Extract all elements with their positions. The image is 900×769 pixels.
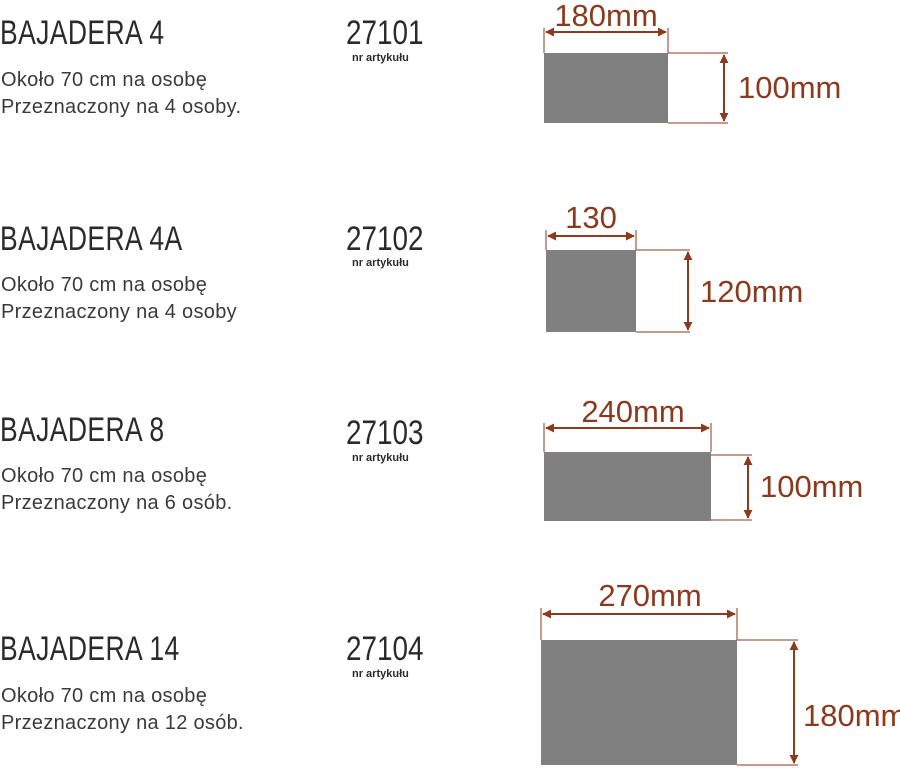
height-label: 120mm	[700, 274, 803, 309]
tray-box	[541, 640, 737, 765]
tray-box	[546, 250, 636, 332]
dimension-drawing-bajadera-14: 270mm 180mm	[540, 578, 900, 766]
product-description: Około 70 cm na osobę Przeznaczony na 6 o…	[1, 463, 232, 517]
article-number: 27101	[346, 14, 424, 52]
height-label: 180mm	[803, 698, 900, 733]
description-line-portion: Około 70 cm na osobę	[1, 685, 208, 707]
width-label: 180mm	[554, 0, 657, 33]
article-number: 27103	[346, 414, 424, 452]
description-line-capacity: Przeznaczony na 4 osoby.	[1, 96, 242, 118]
article-number-label: nr artykułu	[352, 668, 409, 680]
product-name: BAJADERA 4	[0, 14, 165, 52]
article-number: 27102	[346, 220, 424, 258]
product-description: Około 70 cm na osobę Przeznaczony na 4 o…	[1, 67, 241, 121]
description-line-capacity: Przeznaczony na 12 osób.	[1, 712, 244, 734]
dimension-drawing-bajadera-4a: 130 120mm	[545, 200, 803, 333]
dimension-drawing-bajadera-8: 240mm 100mm	[543, 394, 863, 521]
description-line-portion: Około 70 cm na osobę	[1, 465, 208, 487]
product-name: BAJADERA 14	[0, 630, 180, 668]
product-name: BAJADERA 8	[0, 411, 165, 449]
product-description: Około 70 cm na osobę Przeznaczony na 4 o…	[1, 272, 237, 326]
height-label: 100mm	[760, 469, 863, 504]
product-description: Około 70 cm na osobę Przeznaczony na 12 …	[1, 683, 244, 737]
dimension-drawing-bajadera-4: 180mm 100mm	[543, 0, 841, 124]
description-line-portion: Około 70 cm na osobę	[1, 69, 208, 91]
article-number: 27104	[346, 630, 424, 668]
product-name: BAJADERA 4A	[0, 220, 183, 258]
article-number-label: nr artykułu	[352, 257, 409, 269]
description-line-portion: Około 70 cm na osobę	[1, 274, 208, 296]
tray-box	[544, 53, 668, 123]
description-line-capacity: Przeznaczony na 4 osoby	[1, 301, 237, 323]
article-number-label: nr artykułu	[352, 452, 409, 464]
tray-box	[544, 452, 711, 521]
description-line-capacity: Przeznaczony na 6 osób.	[1, 492, 233, 514]
height-label: 100mm	[738, 70, 841, 105]
width-label: 240mm	[581, 394, 684, 429]
article-number-label: nr artykułu	[352, 52, 409, 64]
width-label: 130	[565, 200, 617, 235]
width-label: 270mm	[598, 578, 701, 613]
